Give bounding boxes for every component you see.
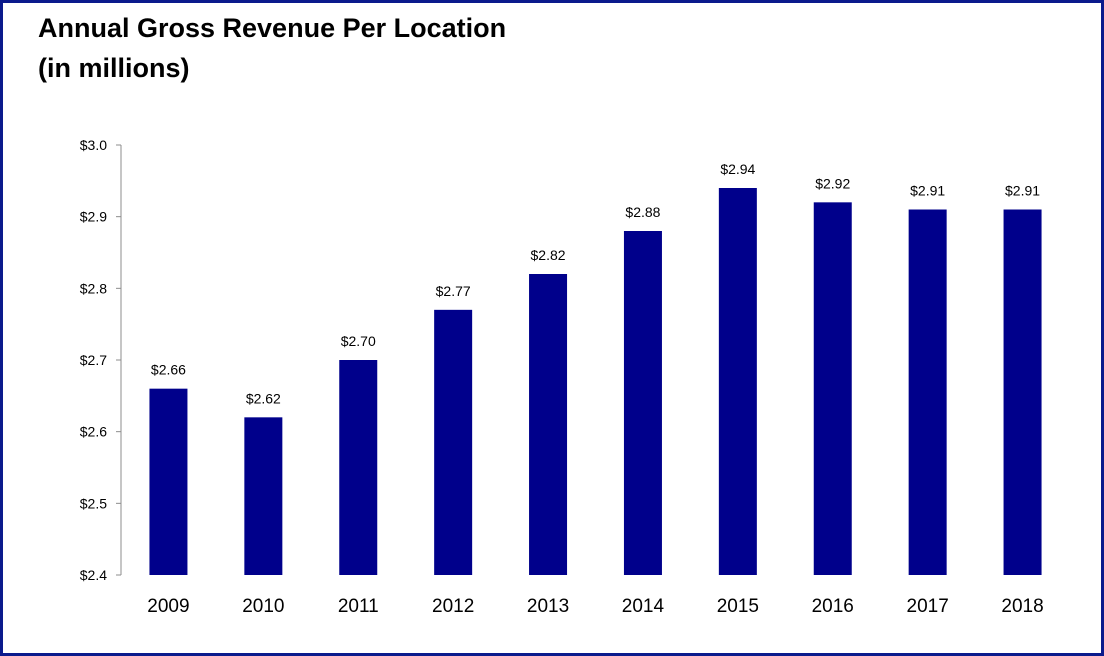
- bar-2010: [244, 417, 283, 575]
- bar-2009: [149, 388, 188, 575]
- x-tick-label-2013: 2013: [527, 596, 569, 617]
- y-tick-label: $2.8: [80, 280, 107, 296]
- chart-title: Annual Gross Revenue Per Location (in mi…: [38, 8, 506, 88]
- chart-title-line-2: (in millions): [38, 53, 190, 83]
- bar-2012: [434, 309, 473, 575]
- chart-title-line-1: Annual Gross Revenue Per Location: [38, 13, 507, 43]
- x-tick-label-2017: 2017: [907, 596, 949, 617]
- y-tick-label: $3.0: [80, 137, 107, 153]
- x-tick-label-2018: 2018: [1001, 596, 1043, 617]
- x-tick-label-2011: 2011: [338, 596, 379, 617]
- data-label-2018: $2.91: [1005, 183, 1040, 199]
- data-label-2013: $2.82: [531, 247, 566, 263]
- data-label-2015: $2.94: [720, 161, 755, 177]
- data-label-2011: $2.70: [341, 333, 376, 349]
- x-tick-label-2014: 2014: [622, 596, 665, 617]
- bar-2015: [718, 188, 757, 575]
- data-label-2017: $2.91: [910, 183, 945, 199]
- y-tick-label: $2.7: [80, 352, 107, 368]
- y-tick-label: $2.6: [80, 424, 107, 440]
- bar-2016: [813, 202, 852, 576]
- x-tick-label-2009: 2009: [147, 596, 189, 617]
- bar-2014: [623, 231, 662, 575]
- x-tick-label-2010: 2010: [242, 596, 284, 617]
- data-label-2012: $2.77: [436, 283, 471, 299]
- y-tick-label: $2.9: [80, 209, 107, 225]
- bar-2011: [339, 360, 378, 575]
- y-tick-label: $2.5: [80, 495, 107, 511]
- data-label-2014: $2.88: [625, 204, 660, 220]
- bar-2017: [908, 209, 947, 575]
- x-tick-label-2016: 2016: [812, 596, 854, 617]
- bar-2018: [1003, 209, 1042, 575]
- data-label-2009: $2.66: [151, 362, 186, 378]
- bar-2013: [529, 274, 568, 575]
- x-tick-label-2012: 2012: [432, 596, 474, 617]
- x-tick-label-2015: 2015: [717, 596, 759, 617]
- data-label-2016: $2.92: [815, 175, 850, 191]
- y-tick-label: $2.4: [80, 567, 107, 583]
- data-label-2010: $2.62: [246, 390, 281, 406]
